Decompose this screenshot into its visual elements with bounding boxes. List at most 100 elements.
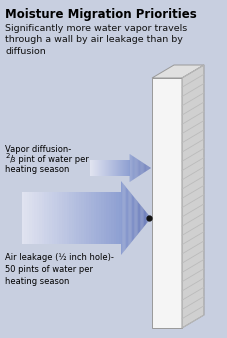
Polygon shape: [132, 194, 133, 242]
Polygon shape: [125, 160, 126, 176]
Polygon shape: [81, 192, 84, 244]
Polygon shape: [121, 181, 122, 255]
Polygon shape: [54, 192, 57, 244]
Polygon shape: [148, 166, 149, 170]
Polygon shape: [101, 160, 102, 176]
Polygon shape: [98, 160, 99, 176]
Polygon shape: [131, 193, 132, 243]
Polygon shape: [122, 160, 123, 176]
Polygon shape: [140, 205, 141, 231]
Polygon shape: [30, 192, 32, 244]
Polygon shape: [32, 192, 34, 244]
Polygon shape: [94, 160, 95, 176]
Polygon shape: [119, 160, 120, 176]
Polygon shape: [89, 192, 91, 244]
Polygon shape: [130, 154, 131, 182]
Polygon shape: [127, 188, 128, 248]
Text: 2: 2: [5, 153, 10, 159]
Polygon shape: [79, 192, 81, 244]
Polygon shape: [94, 192, 96, 244]
Polygon shape: [137, 159, 138, 177]
Polygon shape: [109, 192, 111, 244]
Polygon shape: [97, 160, 98, 176]
Polygon shape: [57, 192, 59, 244]
Polygon shape: [129, 191, 131, 245]
Polygon shape: [134, 157, 135, 179]
Polygon shape: [150, 217, 151, 219]
Polygon shape: [117, 160, 118, 176]
Polygon shape: [128, 190, 129, 246]
Polygon shape: [127, 160, 128, 176]
Polygon shape: [143, 163, 144, 173]
Polygon shape: [113, 160, 114, 176]
Polygon shape: [90, 160, 91, 176]
Text: Vapor diffusion-: Vapor diffusion-: [5, 145, 71, 154]
Polygon shape: [64, 192, 67, 244]
Polygon shape: [42, 192, 44, 244]
Polygon shape: [123, 184, 125, 252]
Polygon shape: [114, 160, 115, 176]
Polygon shape: [145, 211, 146, 225]
Polygon shape: [25, 192, 27, 244]
Polygon shape: [126, 187, 127, 249]
Polygon shape: [86, 192, 89, 244]
Polygon shape: [129, 160, 130, 176]
Polygon shape: [133, 156, 134, 180]
Polygon shape: [152, 78, 182, 328]
Polygon shape: [134, 197, 135, 239]
Polygon shape: [149, 215, 150, 221]
Polygon shape: [27, 192, 30, 244]
Text: Air leakage (½ inch hole)-
50 pints of water per
heating season: Air leakage (½ inch hole)- 50 pints of w…: [5, 253, 114, 286]
Polygon shape: [152, 65, 204, 78]
Polygon shape: [137, 200, 138, 236]
Polygon shape: [84, 192, 86, 244]
Polygon shape: [135, 199, 137, 237]
Polygon shape: [96, 192, 99, 244]
Polygon shape: [145, 164, 146, 172]
Polygon shape: [132, 156, 133, 180]
Polygon shape: [103, 160, 104, 176]
Polygon shape: [115, 160, 116, 176]
Polygon shape: [49, 192, 52, 244]
Polygon shape: [62, 192, 64, 244]
Polygon shape: [34, 192, 37, 244]
Polygon shape: [44, 192, 47, 244]
Polygon shape: [112, 160, 113, 176]
Polygon shape: [125, 186, 126, 250]
Polygon shape: [37, 192, 39, 244]
Polygon shape: [91, 160, 92, 176]
Polygon shape: [128, 160, 129, 176]
Polygon shape: [111, 160, 112, 176]
Polygon shape: [52, 192, 54, 244]
Polygon shape: [136, 159, 137, 177]
Text: /  pint of water per: / pint of water per: [5, 155, 89, 164]
Polygon shape: [139, 160, 140, 176]
Polygon shape: [121, 160, 122, 176]
Polygon shape: [141, 161, 142, 175]
Polygon shape: [131, 155, 132, 181]
Polygon shape: [72, 192, 74, 244]
Polygon shape: [69, 192, 72, 244]
Polygon shape: [99, 192, 101, 244]
Polygon shape: [91, 192, 94, 244]
Text: Moisture Migration Priorities: Moisture Migration Priorities: [5, 8, 197, 21]
Polygon shape: [140, 161, 141, 175]
Polygon shape: [116, 160, 117, 176]
Polygon shape: [133, 196, 134, 240]
Polygon shape: [106, 160, 107, 176]
Polygon shape: [150, 167, 151, 169]
Polygon shape: [108, 160, 109, 176]
Polygon shape: [101, 192, 104, 244]
Polygon shape: [135, 158, 136, 179]
Polygon shape: [141, 206, 143, 230]
Polygon shape: [104, 160, 105, 176]
Polygon shape: [114, 192, 116, 244]
Polygon shape: [126, 160, 127, 176]
Polygon shape: [76, 192, 79, 244]
Polygon shape: [122, 183, 123, 254]
Polygon shape: [146, 165, 147, 171]
Polygon shape: [138, 160, 139, 176]
Polygon shape: [144, 164, 145, 172]
Polygon shape: [93, 160, 94, 176]
Polygon shape: [107, 160, 108, 176]
